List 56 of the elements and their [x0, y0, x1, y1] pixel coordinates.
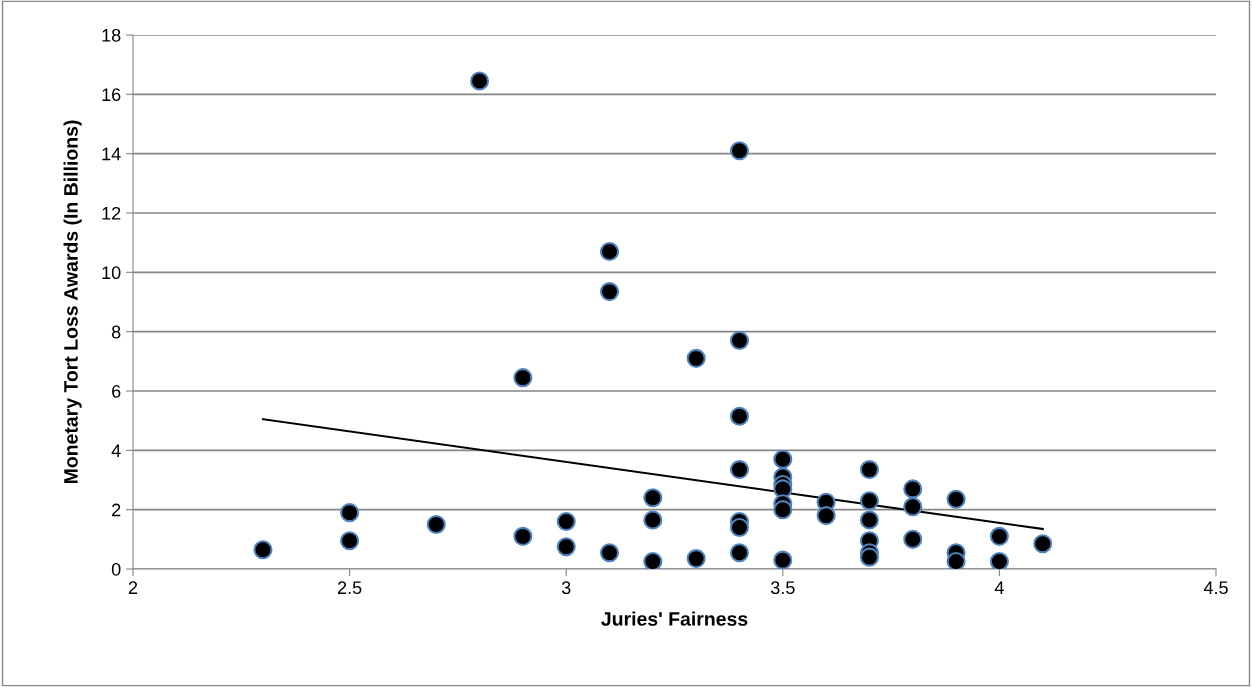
y-tick-label: 2 [112, 503, 121, 517]
y-tick-label: 12 [102, 206, 121, 220]
point [1033, 534, 1053, 554]
point [643, 488, 663, 508]
point [773, 500, 793, 520]
point [556, 537, 576, 557]
point [989, 526, 1009, 546]
point [903, 529, 923, 549]
point [859, 491, 879, 511]
point [556, 511, 576, 532]
x-axis-title: Juries' Fairness [601, 611, 748, 626]
y-tick-label: 4 [111, 444, 121, 457]
point [513, 526, 533, 546]
x-tick-label: 2 [128, 581, 138, 594]
point [729, 141, 750, 161]
x-tick-label: 3.5 [770, 581, 795, 595]
point [643, 510, 663, 530]
y-axis-title: Monetary Tort Loss Awards (In Billions) [63, 120, 82, 484]
point [989, 552, 1009, 569]
point [599, 282, 620, 302]
y-tick-label: 6 [112, 384, 121, 398]
point [340, 503, 360, 523]
point [729, 406, 750, 426]
x-tick-label: 4 [994, 581, 1004, 594]
point [643, 552, 663, 569]
point [513, 368, 533, 388]
y-tick-label: 14 [102, 147, 121, 161]
point [686, 348, 706, 368]
x-tick-label: 3 [561, 581, 571, 595]
point [599, 242, 620, 262]
point [426, 514, 446, 535]
point [340, 531, 360, 551]
point [470, 71, 490, 91]
point [773, 550, 793, 569]
x-tick-label: 4.5 [1203, 581, 1228, 595]
point [686, 549, 706, 569]
y-tick-label: 16 [102, 88, 121, 102]
y-tick-label: 18 [102, 28, 121, 42]
y-tick-label: 8 [111, 325, 121, 339]
point [599, 543, 620, 563]
point [903, 479, 923, 499]
point [946, 489, 966, 509]
point [773, 449, 793, 469]
point [729, 517, 750, 538]
point [729, 543, 750, 563]
y-tick-label: 0 [111, 562, 121, 576]
point [729, 331, 750, 351]
y-tick-label: 10 [102, 266, 121, 280]
point [946, 552, 966, 569]
point [859, 460, 879, 480]
point [729, 460, 750, 480]
point [903, 497, 923, 517]
x-tick-label: 2.5 [337, 581, 362, 595]
point [859, 510, 879, 530]
point [816, 506, 836, 526]
point [253, 540, 273, 560]
